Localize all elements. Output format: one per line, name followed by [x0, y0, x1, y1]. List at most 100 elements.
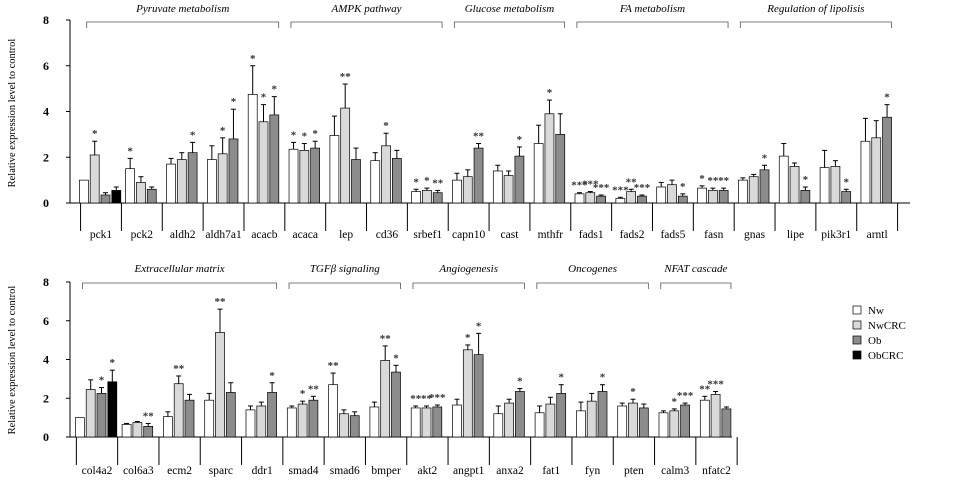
- group-bracket: [739, 21, 892, 28]
- bar-fads2-Ob: [637, 195, 647, 204]
- category-label-ddr1: ddr1: [252, 465, 273, 477]
- bar-sparc-NwCRC: [215, 332, 225, 438]
- bar-anxa2-Nw: [493, 413, 504, 438]
- significance-mark: ***: [582, 179, 599, 191]
- significance-mark: **: [718, 175, 730, 187]
- bar-fads1-NwCRC: [585, 192, 596, 204]
- bar-aldh7a1-NwCRC: [217, 153, 228, 204]
- bar-capn10-NwCRC: [462, 176, 473, 204]
- bar-ecm2-NwCRC: [173, 383, 184, 438]
- bar-anxa2-NwCRC: [504, 402, 514, 438]
- significance-mark: *: [600, 372, 606, 384]
- bar-acacb-Nw: [247, 93, 258, 204]
- bar-cd36-Ob: [392, 158, 402, 204]
- bar-pck1-Nw: [79, 179, 89, 204]
- category-label-aldh2: aldh2: [170, 229, 196, 241]
- bar-mthfr-Nw: [533, 143, 544, 204]
- significance-mark: *: [476, 320, 482, 332]
- bar-acaca-NwCRC: [299, 150, 310, 204]
- legend-label-NwCRC: NwCRC: [868, 320, 906, 332]
- bar-ecm2-Nw: [163, 416, 173, 438]
- group-label: Angiogenesis: [438, 263, 498, 275]
- bar-acacb-Ob: [269, 114, 280, 204]
- bar-col4a2-ObCRC: [107, 381, 118, 438]
- bar-pten-Ob: [638, 407, 649, 438]
- category-label-sparc: sparc: [209, 465, 233, 477]
- bar-cast-Nw: [492, 170, 503, 204]
- group-label: FA metabolism: [619, 3, 685, 15]
- category-label-aldh7a1: aldh7a1: [205, 229, 242, 241]
- category-label-col6a3: col6a3: [123, 465, 154, 477]
- y-tick-label: 4: [43, 353, 49, 367]
- significance-mark: **: [626, 176, 638, 188]
- bar-pten-Nw: [617, 405, 628, 438]
- bar-fads5-NwCRC: [667, 184, 677, 204]
- significance-mark: ***: [571, 180, 588, 192]
- significance-mark: *: [843, 176, 849, 188]
- bar-calm3-NwCRC: [669, 410, 680, 438]
- significance-mark: **: [473, 131, 485, 143]
- category-label-cast: cast: [501, 229, 520, 241]
- category-label-akt2: akt2: [417, 465, 437, 477]
- significance-mark: **: [173, 363, 185, 375]
- significance-mark: ***: [634, 182, 651, 194]
- bar-aldh2-NwCRC: [176, 159, 187, 204]
- y-tick-label: 6: [43, 59, 49, 73]
- bar-fasn-Nw: [697, 187, 707, 204]
- significance-mark: **: [410, 393, 422, 405]
- bar-capn10-Ob: [473, 147, 484, 204]
- bar-pck2-Ob: [146, 188, 157, 204]
- significance-mark: **: [215, 296, 227, 308]
- significance-mark: **: [432, 177, 444, 189]
- bar-ecm2-Ob: [184, 399, 195, 438]
- significance-mark: *: [803, 174, 809, 186]
- bar-capn10-Nw: [452, 179, 462, 204]
- category-label-capn10: capn10: [452, 229, 485, 241]
- group-bracket: [288, 282, 401, 289]
- bar-aldh7a1-Ob: [228, 138, 239, 204]
- bar-bmper-NwCRC: [380, 360, 391, 438]
- top-bar-chart: 0 2 4 6 8 Relative expression level to contro…: [7, 3, 910, 241]
- significance-mark: **: [421, 393, 433, 405]
- significance-mark: *: [127, 145, 133, 157]
- bar-nfatc2-NwCRC: [710, 394, 721, 438]
- bar-pik3r1-Ob: [841, 191, 852, 204]
- significance-mark: *: [302, 131, 308, 143]
- legend-swatch-NwCRC: [852, 320, 862, 330]
- bar-pten-NwCRC: [628, 402, 638, 438]
- group-label: TGFβ signaling: [310, 263, 380, 275]
- bar-nfatc2-Nw: [699, 399, 710, 438]
- group-bracket: [536, 282, 649, 289]
- category-label-smad4: smad4: [288, 465, 318, 477]
- significance-mark: *: [261, 92, 267, 104]
- category-label-fads5: fads5: [660, 229, 685, 241]
- bar-ddr1-Ob: [267, 392, 277, 438]
- legend: Nw NwCRC Ob ObCRC: [852, 305, 906, 362]
- bar-lep-Nw: [329, 135, 340, 204]
- y-tick-label: 2: [43, 150, 49, 164]
- y-tick-label: 8: [43, 275, 49, 289]
- bar-pck1-Ob: [100, 194, 111, 204]
- bar-smad4-Nw: [286, 407, 297, 438]
- bar-fads1-Nw: [574, 193, 585, 204]
- significance-mark: *: [231, 96, 237, 108]
- significance-mark: *: [250, 53, 256, 65]
- bar-fat1-Nw: [534, 412, 545, 438]
- bar-fads5-Ob: [677, 195, 688, 204]
- bar-angpt1-Ob: [473, 354, 484, 438]
- bar-akt2-NwCRC: [421, 407, 432, 438]
- y-tick-label: 0: [43, 430, 49, 444]
- bar-akt2-Nw: [410, 407, 421, 438]
- bar-cd36-NwCRC: [381, 145, 391, 204]
- significance-mark: ***: [707, 378, 724, 390]
- bar-pik3r1-Nw: [819, 167, 830, 204]
- significance-mark: *: [291, 129, 297, 141]
- bar-smad4-Ob: [308, 399, 319, 438]
- significance-mark: *: [424, 175, 430, 187]
- group-bracket: [412, 282, 525, 289]
- legend-swatch-Nw: [852, 305, 862, 315]
- bar-lipe-Nw: [778, 155, 789, 204]
- bar-sparc-Nw: [204, 399, 215, 438]
- bar-srbef1-Nw: [411, 191, 421, 204]
- significance-mark: *: [220, 125, 226, 137]
